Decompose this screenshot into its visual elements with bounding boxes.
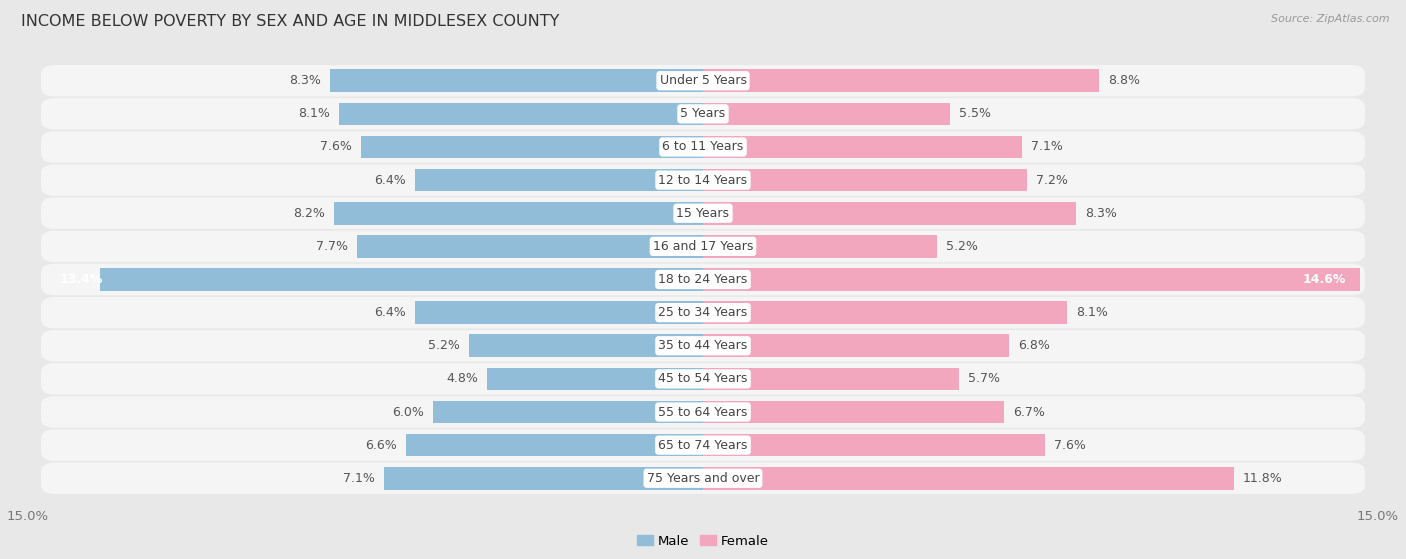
Text: 7.1%: 7.1% (1032, 140, 1063, 154)
Text: 8.2%: 8.2% (294, 207, 325, 220)
Text: 12 to 14 Years: 12 to 14 Years (658, 174, 748, 187)
FancyBboxPatch shape (41, 164, 1365, 196)
Bar (406, 434, 703, 456)
FancyBboxPatch shape (41, 65, 1365, 97)
Text: 8.1%: 8.1% (1077, 306, 1108, 319)
Text: 6.4%: 6.4% (374, 306, 406, 319)
FancyBboxPatch shape (41, 330, 1365, 362)
FancyBboxPatch shape (41, 197, 1365, 229)
Bar (703, 301, 1067, 324)
Text: 11.8%: 11.8% (1243, 472, 1282, 485)
Bar (703, 136, 1022, 158)
Bar (703, 434, 1045, 456)
FancyBboxPatch shape (41, 462, 1365, 494)
Bar (339, 103, 703, 125)
Text: 14.6%: 14.6% (1303, 273, 1347, 286)
Bar (703, 202, 1077, 225)
Bar (486, 368, 703, 390)
Bar (357, 235, 703, 258)
Text: Source: ZipAtlas.com: Source: ZipAtlas.com (1271, 14, 1389, 24)
Bar (470, 334, 703, 357)
Text: 5 Years: 5 Years (681, 107, 725, 120)
Text: 7.2%: 7.2% (1036, 174, 1067, 187)
Bar (703, 69, 1099, 92)
Bar (703, 169, 1026, 191)
Bar (384, 467, 703, 490)
Bar (335, 202, 703, 225)
Text: 8.1%: 8.1% (298, 107, 329, 120)
Text: 6.6%: 6.6% (366, 439, 396, 452)
Text: 65 to 74 Years: 65 to 74 Years (658, 439, 748, 452)
Text: 7.6%: 7.6% (321, 140, 352, 154)
FancyBboxPatch shape (41, 231, 1365, 262)
Text: 6 to 11 Years: 6 to 11 Years (662, 140, 744, 154)
Bar (703, 368, 959, 390)
Bar (703, 467, 1234, 490)
FancyBboxPatch shape (41, 131, 1365, 163)
Text: 25 to 34 Years: 25 to 34 Years (658, 306, 748, 319)
Text: 8.3%: 8.3% (288, 74, 321, 87)
Text: 5.2%: 5.2% (429, 339, 460, 352)
Text: 45 to 54 Years: 45 to 54 Years (658, 372, 748, 385)
Legend: Male, Female: Male, Female (634, 532, 772, 550)
Bar (415, 169, 703, 191)
Text: 8.8%: 8.8% (1108, 74, 1140, 87)
Text: 6.8%: 6.8% (1018, 339, 1050, 352)
Bar (433, 401, 703, 423)
Text: 15 Years: 15 Years (676, 207, 730, 220)
Text: 5.2%: 5.2% (946, 240, 977, 253)
Text: 6.0%: 6.0% (392, 405, 425, 419)
Bar (361, 136, 703, 158)
FancyBboxPatch shape (41, 264, 1365, 295)
Text: 7.6%: 7.6% (1054, 439, 1085, 452)
Bar (703, 235, 936, 258)
Text: 5.7%: 5.7% (969, 372, 1001, 385)
FancyBboxPatch shape (41, 363, 1365, 395)
Text: 8.3%: 8.3% (1085, 207, 1118, 220)
Bar (703, 268, 1360, 291)
FancyBboxPatch shape (41, 396, 1365, 428)
Bar (703, 401, 1004, 423)
Bar (100, 268, 703, 291)
Text: INCOME BELOW POVERTY BY SEX AND AGE IN MIDDLESEX COUNTY: INCOME BELOW POVERTY BY SEX AND AGE IN M… (21, 14, 560, 29)
FancyBboxPatch shape (41, 98, 1365, 130)
Bar (415, 301, 703, 324)
Text: 55 to 64 Years: 55 to 64 Years (658, 405, 748, 419)
Text: 4.8%: 4.8% (446, 372, 478, 385)
FancyBboxPatch shape (41, 429, 1365, 461)
Text: 18 to 24 Years: 18 to 24 Years (658, 273, 748, 286)
Text: Under 5 Years: Under 5 Years (659, 74, 747, 87)
Bar (329, 69, 703, 92)
Text: 5.5%: 5.5% (959, 107, 991, 120)
Bar (703, 103, 950, 125)
Text: 7.1%: 7.1% (343, 472, 374, 485)
Text: 75 Years and over: 75 Years and over (647, 472, 759, 485)
Text: 6.7%: 6.7% (1014, 405, 1045, 419)
Text: 35 to 44 Years: 35 to 44 Years (658, 339, 748, 352)
Text: 16 and 17 Years: 16 and 17 Years (652, 240, 754, 253)
Text: 7.7%: 7.7% (315, 240, 347, 253)
Text: 6.4%: 6.4% (374, 174, 406, 187)
Text: 13.4%: 13.4% (59, 273, 103, 286)
FancyBboxPatch shape (41, 297, 1365, 328)
Bar (703, 334, 1010, 357)
